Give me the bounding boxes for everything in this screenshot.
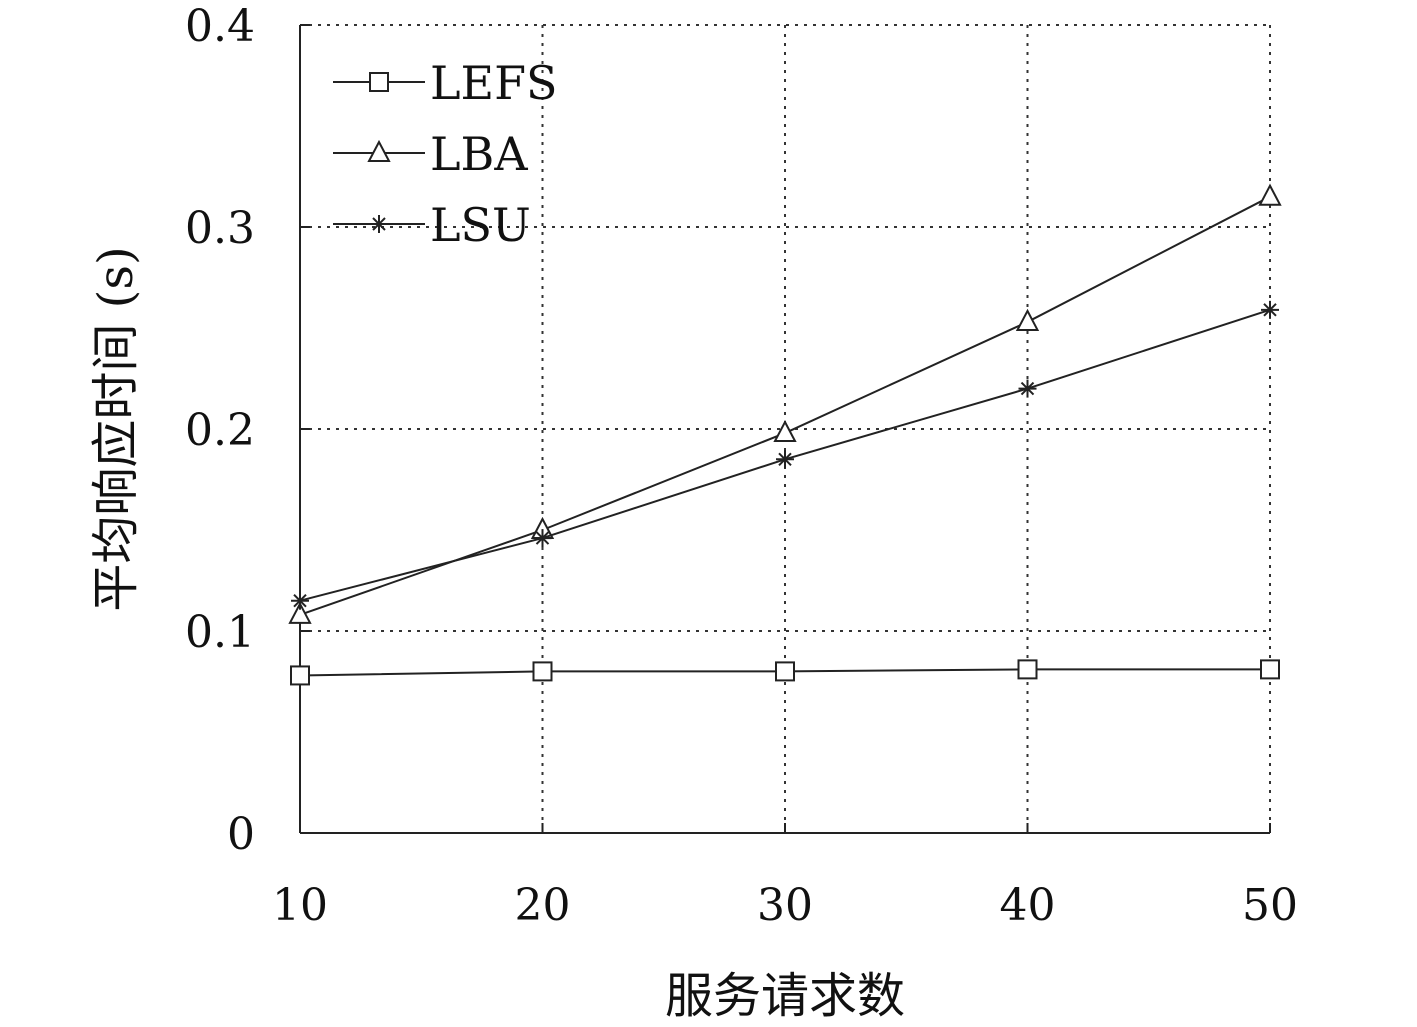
legend-item-lba: LBA	[333, 127, 528, 181]
x-tick-label: 20	[515, 880, 571, 931]
star-stroke	[372, 217, 386, 231]
legend-item-lefs: LEFS	[333, 56, 558, 110]
square-marker	[290, 665, 310, 686]
series-lsu	[291, 300, 1279, 610]
x-tick-label: 40	[1000, 880, 1056, 931]
star-stroke	[293, 593, 307, 608]
star-marker	[291, 591, 309, 610]
star-marker	[370, 215, 388, 233]
axes	[299, 24, 1271, 834]
y-tick-label: 0.2	[185, 405, 255, 456]
triangle-marker	[773, 419, 797, 443]
triangle-marker	[367, 139, 391, 162]
star-marker	[776, 450, 794, 469]
square-marker	[1017, 659, 1038, 680]
square-marker	[1260, 659, 1280, 680]
triangle-marker	[1015, 308, 1040, 331]
legend-item-lsu: LSU	[333, 198, 531, 252]
series-group	[288, 183, 1282, 686]
y-tick-label: 0.3	[185, 203, 255, 254]
y-tick-label: 0.1	[185, 607, 255, 658]
square-marker	[532, 661, 553, 682]
triangle-marker	[1258, 183, 1282, 206]
legend-label: LEFS	[430, 56, 558, 110]
star-marker	[1261, 300, 1279, 319]
x-tick-label: 30	[757, 880, 813, 931]
star-stroke	[1020, 381, 1035, 396]
square-marker	[775, 661, 795, 682]
legend-label: LBA	[430, 127, 528, 181]
legend-label: LSU	[430, 198, 531, 252]
x-tick-labels: 10 20 30 40 50	[272, 880, 1298, 931]
star-stroke	[535, 531, 550, 545]
x-tick-label: 10	[272, 880, 328, 931]
star-marker	[533, 529, 552, 548]
x-tick-label: 50	[1242, 880, 1298, 931]
y-tick-label: 0	[227, 809, 255, 860]
y-tick-label: 0.4	[185, 1, 255, 52]
star-stroke	[778, 452, 792, 467]
square-marker	[369, 72, 389, 92]
y-axis-title: 平均响应时间 (s)	[88, 246, 144, 611]
star-marker	[1018, 379, 1037, 398]
x-axis-title: 服务请求数	[665, 968, 905, 1024]
star-stroke	[1263, 303, 1277, 317]
legend: LEFS LBA LSU	[333, 56, 558, 252]
triangle-marker	[288, 601, 312, 624]
y-tick-labels: 0 0.1 0.2 0.3 0.4	[185, 1, 255, 860]
series-lefs	[290, 659, 1280, 686]
